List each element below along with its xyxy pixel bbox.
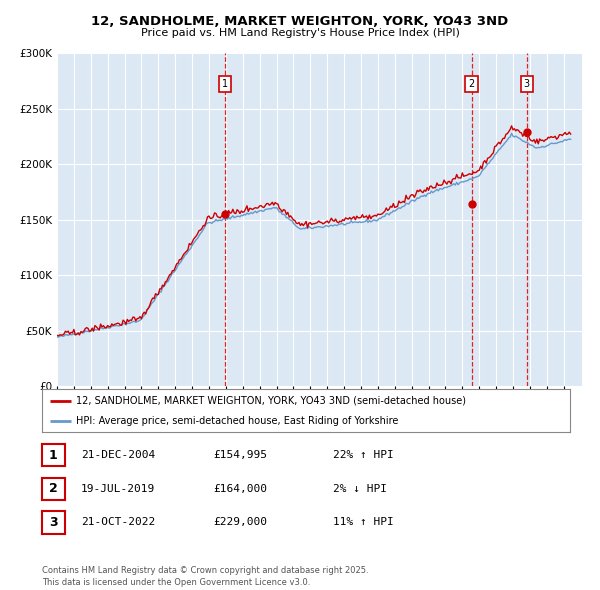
Text: 2% ↓ HPI: 2% ↓ HPI (333, 484, 387, 494)
Text: 3: 3 (523, 79, 530, 89)
Text: 12, SANDHOLME, MARKET WEIGHTON, YORK, YO43 3ND: 12, SANDHOLME, MARKET WEIGHTON, YORK, YO… (91, 15, 509, 28)
Text: 22% ↑ HPI: 22% ↑ HPI (333, 450, 394, 460)
Text: 21-OCT-2022: 21-OCT-2022 (81, 517, 155, 527)
Text: 12, SANDHOLME, MARKET WEIGHTON, YORK, YO43 3ND (semi-detached house): 12, SANDHOLME, MARKET WEIGHTON, YORK, YO… (76, 396, 466, 406)
Text: £164,000: £164,000 (213, 484, 267, 494)
Text: 21-DEC-2004: 21-DEC-2004 (81, 450, 155, 460)
Text: 2: 2 (469, 79, 475, 89)
Text: 19-JUL-2019: 19-JUL-2019 (81, 484, 155, 494)
Text: HPI: Average price, semi-detached house, East Riding of Yorkshire: HPI: Average price, semi-detached house,… (76, 417, 398, 426)
Text: Contains HM Land Registry data © Crown copyright and database right 2025.
This d: Contains HM Land Registry data © Crown c… (42, 566, 368, 587)
Text: £154,995: £154,995 (213, 450, 267, 460)
Text: 1: 1 (49, 448, 58, 462)
Text: Price paid vs. HM Land Registry's House Price Index (HPI): Price paid vs. HM Land Registry's House … (140, 28, 460, 38)
Text: 11% ↑ HPI: 11% ↑ HPI (333, 517, 394, 527)
Text: 3: 3 (49, 516, 58, 529)
Text: 2: 2 (49, 482, 58, 496)
Text: £229,000: £229,000 (213, 517, 267, 527)
Text: 1: 1 (223, 79, 229, 89)
